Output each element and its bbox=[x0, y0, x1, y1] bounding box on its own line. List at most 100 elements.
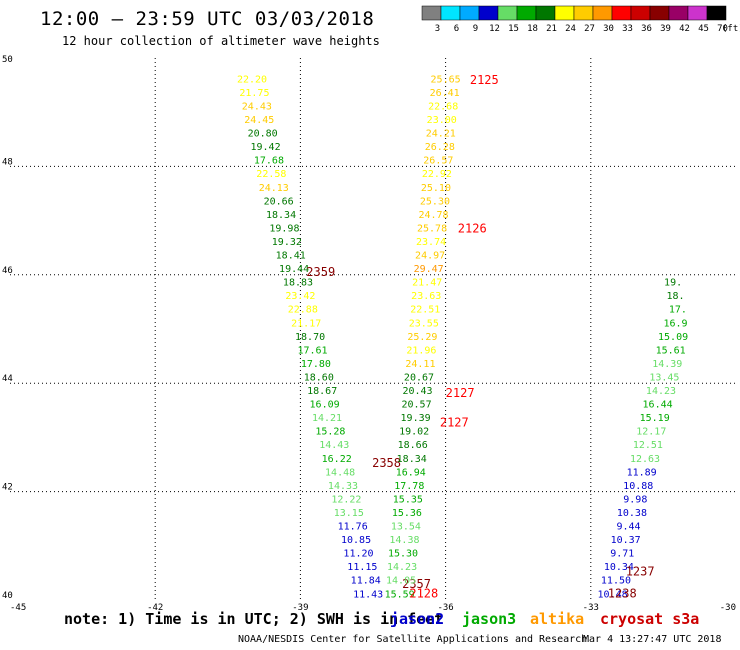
legend-tick-label: 12 bbox=[489, 24, 500, 34]
data-point-cryosat: 16.94 bbox=[396, 467, 426, 478]
data-point-jason2: 15.61 bbox=[656, 345, 686, 356]
data-point-cryosat: 25.10 bbox=[421, 183, 451, 194]
y-tick-label: 46 bbox=[2, 266, 13, 276]
data-point-jason3: 18.67 bbox=[307, 386, 337, 397]
data-point-jason3: 17.61 bbox=[297, 345, 327, 356]
y-tick-label: 50 bbox=[2, 55, 13, 65]
data-point-cryosat: 15.30 bbox=[388, 549, 418, 560]
legend-swatch bbox=[516, 5, 537, 21]
legend-tick-label: 33 bbox=[622, 24, 633, 34]
data-point-jason3: 13.15 bbox=[334, 508, 364, 519]
track-time-label: 2125 bbox=[470, 73, 499, 87]
footer-timestamp: Mar 4 13:27:47 UTC 2018 bbox=[583, 634, 722, 645]
data-point-jason2: 17. bbox=[669, 305, 687, 316]
data-point-jason3: 14.33 bbox=[328, 481, 358, 492]
data-point-cryosat: 17.78 bbox=[394, 481, 424, 492]
data-point-cryosat: 22.51 bbox=[410, 305, 440, 316]
data-point-jason3: 17.80 bbox=[301, 359, 331, 370]
data-point-jason3: 11.76 bbox=[338, 522, 368, 533]
legend-tick-label: 42 bbox=[679, 24, 690, 34]
legend-tick-label: 27 bbox=[584, 24, 595, 34]
data-point-jason3: 12.22 bbox=[331, 494, 361, 505]
track-time-label: 2359 bbox=[306, 265, 335, 279]
track-time-label: 2128 bbox=[409, 586, 438, 600]
data-point-jason3: 19.42 bbox=[250, 142, 280, 153]
y-tick-label: 42 bbox=[2, 483, 13, 493]
legend-tick-label: 24 bbox=[565, 24, 576, 34]
legend-swatch bbox=[706, 5, 727, 21]
legend-tick-label: 70 bbox=[717, 24, 728, 34]
data-point-cryosat: 23.55 bbox=[409, 318, 439, 329]
chart-title: 12:00 — 23:59 UTC 03/03/2018 bbox=[40, 8, 375, 30]
x-tick-label: -33 bbox=[583, 603, 599, 613]
x-tick-label: -39 bbox=[292, 603, 308, 613]
legend-swatch bbox=[592, 5, 613, 21]
data-point-cryosat: 24.11 bbox=[405, 359, 435, 370]
track-time-label: 2127 bbox=[446, 386, 475, 400]
data-point-jason2: 18. bbox=[666, 291, 684, 302]
data-point-jason3: 14.48 bbox=[325, 467, 355, 478]
data-point-jason3: 24.43 bbox=[242, 101, 272, 112]
track-time-label: 1238 bbox=[608, 586, 637, 600]
data-point-jason3: 16.22 bbox=[322, 454, 352, 465]
legend-swatch bbox=[440, 5, 461, 21]
legend-tick-label: 39 bbox=[660, 24, 671, 34]
data-point-jason3: 23.42 bbox=[285, 291, 315, 302]
data-point-jason3: 22.20 bbox=[237, 74, 267, 85]
data-point-cryosat: 26.57 bbox=[423, 156, 453, 167]
data-point-cryosat: 24.78 bbox=[418, 210, 448, 221]
x-tick-label: -42 bbox=[147, 603, 163, 613]
data-point-cryosat: 22.92 bbox=[422, 169, 452, 180]
legend-swatch bbox=[459, 5, 480, 21]
data-point-jason3: 19.32 bbox=[272, 237, 302, 248]
data-point-cryosat: 25.78 bbox=[417, 223, 447, 234]
data-point-jason2: 12.63 bbox=[630, 454, 660, 465]
data-point-cryosat: 25.29 bbox=[407, 332, 437, 343]
track-time-label: 2126 bbox=[458, 222, 487, 236]
data-point-jason3: 18.83 bbox=[283, 278, 313, 289]
data-point-cryosat: 18.34 bbox=[397, 454, 427, 465]
data-point-jason3: 14.21 bbox=[312, 413, 342, 424]
data-point-jason2: 10.34 bbox=[604, 562, 634, 573]
data-point-jason3: 10.85 bbox=[341, 535, 371, 546]
data-point-jason3: 16.09 bbox=[310, 400, 340, 411]
data-point-cryosat: 19.02 bbox=[399, 427, 429, 438]
data-point-jason2: 9.98 bbox=[623, 494, 647, 505]
data-point-cryosat: 13.54 bbox=[391, 522, 421, 533]
data-point-jason3: 24.13 bbox=[259, 183, 289, 194]
data-point-jason3: 21.75 bbox=[239, 88, 269, 99]
data-point-jason2: 11.50 bbox=[601, 576, 631, 587]
legend-unit: (ft) bbox=[722, 24, 740, 34]
data-point-cryosat: 29.47 bbox=[414, 264, 444, 275]
legend-swatch bbox=[630, 5, 651, 21]
data-point-jason2: 12.17 bbox=[636, 427, 666, 438]
data-point-jason2: 19. bbox=[664, 278, 682, 289]
legend-tick-label: 9 bbox=[473, 24, 478, 34]
legend-tick-label: 18 bbox=[527, 24, 538, 34]
track-time-label: 2357 bbox=[402, 577, 431, 591]
jason3-label: jason3 bbox=[462, 610, 517, 628]
data-point-cryosat: 14.38 bbox=[389, 535, 419, 546]
data-point-jason3: 20.66 bbox=[264, 196, 294, 207]
data-point-jason3: 18.34 bbox=[266, 210, 296, 221]
jason2-label: jason2 bbox=[390, 610, 445, 628]
data-point-cryosat: 14.05 bbox=[386, 576, 416, 587]
legend-swatch bbox=[668, 5, 689, 21]
data-point-jason3: 24.45 bbox=[244, 115, 274, 126]
data-point-cryosat: 19.39 bbox=[401, 413, 431, 424]
x-tick-label: -30 bbox=[720, 603, 736, 613]
data-point-jason3: 14.43 bbox=[319, 440, 349, 451]
data-point-cryosat: 26.41 bbox=[430, 88, 460, 99]
data-point-cryosat: 18.66 bbox=[398, 440, 428, 451]
data-point-cryosat: 23.00 bbox=[427, 115, 457, 126]
data-point-cryosat: 20.57 bbox=[402, 400, 432, 411]
data-point-jason2: 10.48 bbox=[598, 589, 628, 600]
data-point-jason3: 11.20 bbox=[343, 549, 373, 560]
note-text: note: 1) Time is in UTC; 2) SWH is in fe… bbox=[64, 610, 444, 628]
data-point-cryosat: 20.43 bbox=[402, 386, 432, 397]
legend-swatch bbox=[478, 5, 499, 21]
data-point-cryosat: 14.23 bbox=[387, 562, 417, 573]
legend-tick-label: 45 bbox=[698, 24, 709, 34]
data-point-jason3: 20.80 bbox=[248, 129, 278, 140]
